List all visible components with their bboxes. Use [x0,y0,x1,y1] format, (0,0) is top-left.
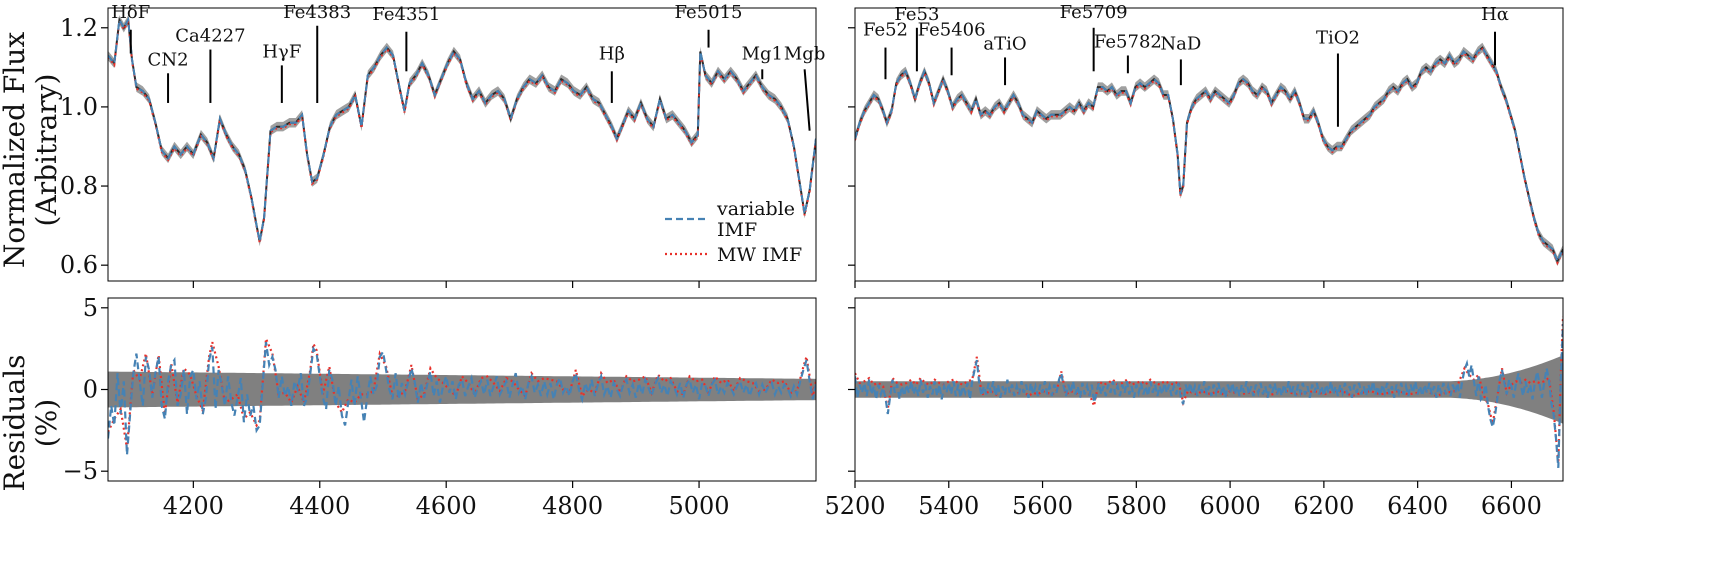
index-annotation-label: HγF [262,41,301,62]
observed-spectrum-line [855,46,1563,264]
bottom-left-ytick-label: −5 [63,457,98,485]
index-annotation-label: TiO2 [1316,28,1360,49]
flux-uncertainty-band [855,42,1563,266]
top-y-label-line2: (Arbitrary) [30,74,63,227]
top-left-ytick-label: 0.6 [60,251,98,279]
top-left-ytick-label: 1.0 [60,93,98,121]
top-left-plot-area [108,15,816,247]
mw-imf-model-line [855,47,1563,266]
variable-imf-residual-line [855,324,1563,468]
index-annotation-label: CN2 [148,49,189,70]
top-right-panel-frame [854,7,1564,282]
legend-mw-imf-label: MW IMF [717,244,802,266]
bottom-right-xtick-label: 6000 [1200,492,1261,520]
bottom-left-xtick-label: 4400 [289,492,350,520]
index-annotation-label: aTiO [983,34,1026,55]
bottom-right-xtick-label: 5400 [918,492,979,520]
bottom-left-ytick-label: 5 [83,294,98,322]
bottom-right-xtick-label: 5800 [1106,492,1167,520]
index-annotation-label: Fe5015 [675,2,743,23]
index-annotation-label: Fe52 [863,20,908,41]
index-annotation-label: Fe4351 [372,4,440,25]
legend: variable IMF MW IMF [665,198,802,266]
bottom-y-label-line2: (%) [30,399,63,447]
bottom-right-plot-area [855,315,1563,468]
mw-imf-model-line [108,18,816,244]
top-right-plot-area [855,42,1563,266]
bottom-left-ytick-label: 0 [83,376,98,404]
bottom-right-xtick-label: 5200 [824,492,885,520]
index-annotation-label: Fe4383 [283,2,351,23]
flux-uncertainty-band [108,15,816,247]
bottom-y-label-line1: Residuals [0,355,31,492]
bottom-right-xtick-label: 6400 [1387,492,1448,520]
index-annotation-label: Mgb [784,43,825,64]
index-annotation-label: Ca4227 [175,26,245,47]
top-left-ytick-label: 0.8 [60,172,98,200]
bottom-right-xtick-label: 6600 [1481,492,1542,520]
top-left-panel-frame [107,7,817,282]
index-annotation-label: Fe5709 [1060,2,1128,23]
legend-variable-imf-label: variable IMF [716,198,795,241]
index-annotation-label: Fe53 [894,4,939,25]
index-annotation-label: Hβ [599,43,625,64]
bottom-left-plot-area [108,338,816,455]
index-annotation-label: Hα [1481,4,1509,25]
index-annotation-line [803,69,811,131]
bottom-right-xtick-label: 6200 [1293,492,1354,520]
index-annotation-label: Mg1 [742,43,783,64]
top-y-label-line1: Normalized Flux [0,32,31,268]
index-annotation-label: NaD [1160,34,1201,55]
variable-imf-model-line [855,46,1563,264]
bottom-right-xtick-label: 5600 [1012,492,1073,520]
top-left-ytick-label: 1.2 [60,14,98,42]
bottom-left-xtick-label: 4200 [163,492,224,520]
bottom-left-xtick-label: 5000 [669,492,730,520]
observed-spectrum-line [108,16,816,242]
variable-imf-model-line [108,16,816,242]
index-annotation-label: Fe5782 [1094,32,1162,53]
bottom-left-xtick-label: 4600 [416,492,477,520]
index-annotation-label: HδF [111,2,150,23]
index-annotation-label: Fe5406 [918,20,986,41]
bottom-left-xtick-label: 4800 [542,492,603,520]
